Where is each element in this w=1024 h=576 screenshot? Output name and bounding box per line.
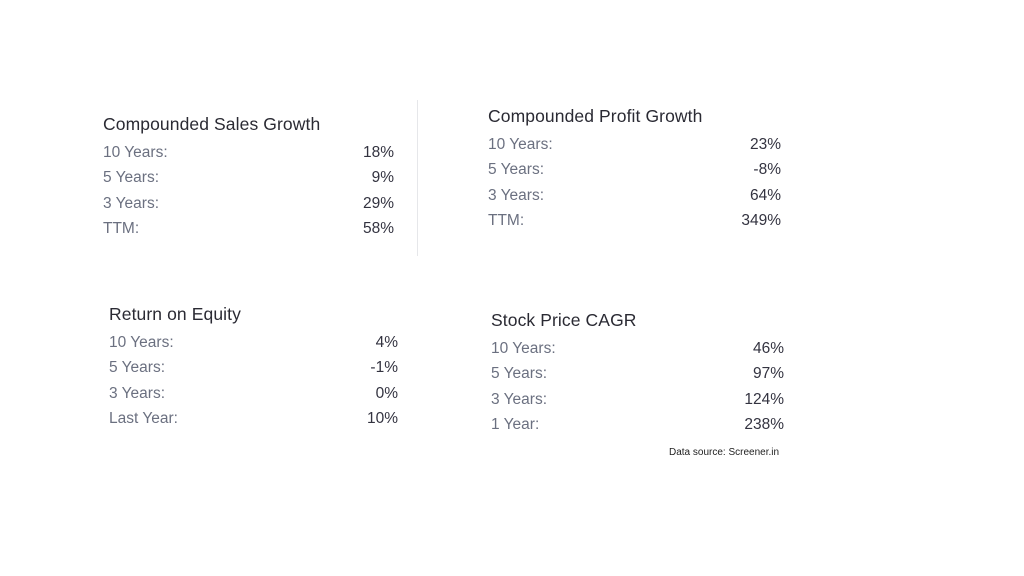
row-value: 23% [749,135,781,153]
data-source-note: Data source: Screener.in [669,447,780,458]
sales-growth-title: Compounded Sales Growth [103,114,321,134]
roe-row-last-year: Last Year: 10% [109,407,398,433]
profit-growth-card: Compounded Profit Growth 10 Years: 23% 5… [488,106,781,234]
row-label: 3 Years: [109,384,166,402]
row-value: 9% [371,169,394,187]
row-value: -1% [370,359,398,377]
row-label: 5 Years: [491,365,548,383]
row-value: 18% [362,143,394,161]
sales-growth-card: Compounded Sales Growth 10 Years: 18% 5 … [103,114,394,242]
stock-cagr-title: Stock Price CAGR [491,310,637,330]
row-value: 349% [741,212,781,230]
row-label: TTM: [103,220,140,238]
sales-growth-row-3y: 3 Years: 29% [103,191,394,217]
sales-growth-row-ttm: TTM: 58% [103,217,394,243]
profit-growth-row-10y: 10 Years: 23% [488,132,781,158]
row-label: 5 Years: [103,169,160,187]
row-value: 238% [744,416,784,434]
row-value: 124% [744,390,784,408]
row-label: Last Year: [109,410,178,428]
row-value: 4% [375,333,398,351]
stock-cagr-row-5y: 5 Years: 97% [491,362,784,388]
roe-card: Return on Equity 10 Years: 4% 5 Years: -… [109,304,398,432]
roe-row-3y: 3 Years: 0% [109,381,398,407]
profit-growth-row-ttm: TTM: 349% [488,209,781,235]
row-label: 3 Years: [103,194,160,212]
row-value: -8% [753,161,781,179]
row-label: 3 Years: [488,186,545,204]
stock-cagr-row-1y: 1 Year: 238% [491,413,784,439]
stock-cagr-row-10y: 10 Years: 46% [491,336,784,362]
row-value: 29% [362,194,394,212]
row-value: 46% [752,339,784,357]
row-label: 1 Year: [491,416,540,434]
profit-growth-title: Compounded Profit Growth [488,106,703,126]
roe-title: Return on Equity [109,304,241,324]
roe-row-5y: 5 Years: -1% [109,356,398,382]
row-label: 5 Years: [109,359,166,377]
row-label: TTM: [488,212,525,230]
stock-cagr-card: Stock Price CAGR 10 Years: 46% 5 Years: … [491,310,784,438]
row-value: 64% [749,186,781,204]
row-value: 10% [366,410,398,428]
roe-row-10y: 10 Years: 4% [109,330,398,356]
row-value: 97% [752,365,784,383]
row-label: 10 Years: [103,143,168,161]
row-label: 10 Years: [109,333,174,351]
sales-growth-row-10y: 10 Years: 18% [103,140,394,166]
sales-growth-row-5y: 5 Years: 9% [103,166,394,192]
row-label: 10 Years: [488,135,553,153]
row-value: 0% [375,384,398,402]
row-label: 5 Years: [488,161,545,179]
row-label: 10 Years: [491,339,556,357]
profit-growth-row-5y: 5 Years: -8% [488,158,781,184]
column-divider [417,100,418,256]
row-value: 58% [362,220,394,238]
stock-cagr-row-3y: 3 Years: 124% [491,387,784,413]
row-label: 3 Years: [491,390,548,408]
profit-growth-row-3y: 3 Years: 64% [488,183,781,209]
